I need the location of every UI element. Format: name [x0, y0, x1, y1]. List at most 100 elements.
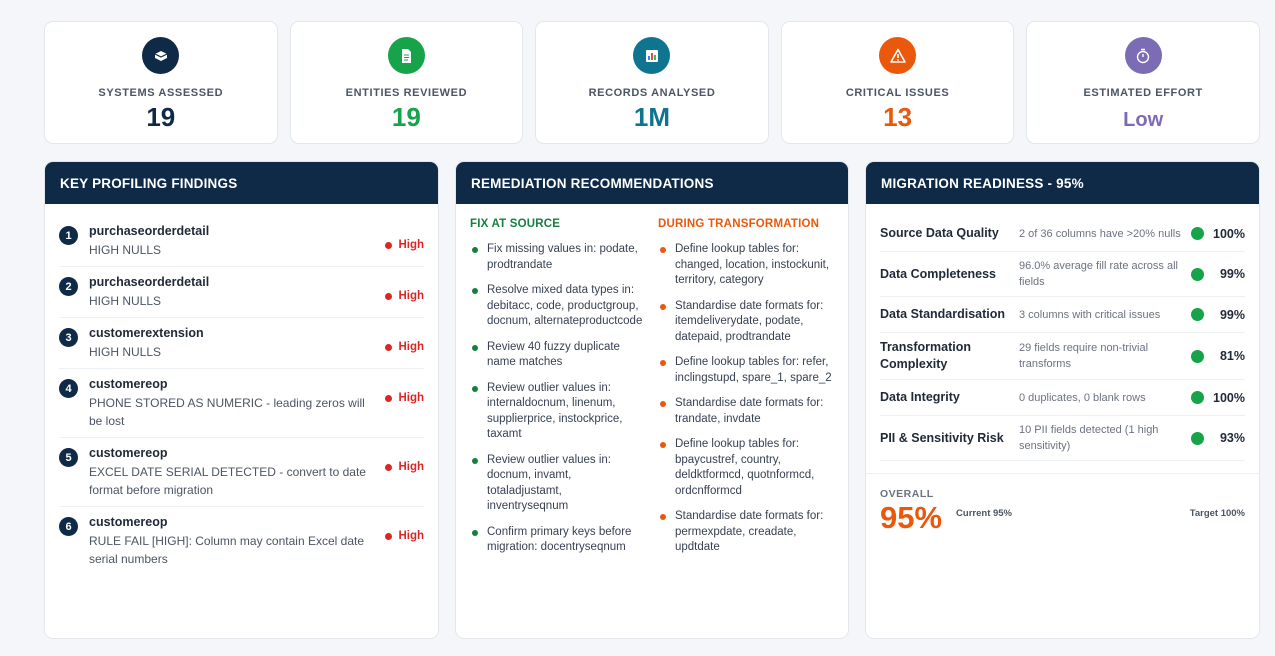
- finding-item: 2 purchaseorderdetail HIGH NULLS High: [59, 267, 424, 318]
- finding-number: 1: [59, 226, 78, 245]
- readiness-metric-percent: 100%: [1213, 226, 1245, 241]
- recommendation-item: Standardise date formats for: trandate, …: [658, 396, 834, 427]
- readiness-metric-name: Transformation Complexity: [880, 340, 971, 371]
- recommendation-item: Standardise date formats for: permexpdat…: [658, 509, 834, 556]
- finding-description: PHONE STORED AS NUMERIC - leading zeros …: [89, 396, 365, 428]
- readiness-metric-percent: 99%: [1219, 267, 1245, 281]
- readiness-panel-title: MIGRATION READINESS - 95%: [866, 162, 1259, 204]
- bullet-dot: [472, 344, 478, 351]
- readiness-metric-description: 29 fields require non-trivial transforms: [1019, 342, 1149, 370]
- fix-at-source-heading: FIX AT SOURCE: [470, 218, 561, 230]
- document-icon: [387, 37, 425, 74]
- severity-label: High: [398, 341, 424, 353]
- recommendation-text: Resolve mixed data types in: debitacc, c…: [487, 284, 643, 327]
- overall-section: OVERALL 95% Current 95% Target 100%: [866, 473, 1259, 536]
- finding-item: 3 customerextension HIGH NULLS High: [59, 318, 424, 369]
- kpi-label: CRITICAL ISSUES: [845, 87, 950, 99]
- key-profiling-findings-panel: KEY PROFILING FINDINGS 1 purchaseorderdet…: [44, 161, 439, 639]
- finding-description: HIGH NULLS: [89, 294, 162, 308]
- kpi-label: SYSTEMS ASSESSED: [98, 87, 224, 99]
- overall-value: 95%: [880, 500, 943, 535]
- finding-item: 4 customereop PHONE STORED AS NUMERIC - le…: [59, 369, 424, 438]
- recommendation-item: Standardise date formats for: itemdelive…: [658, 299, 834, 346]
- severity-badge: High: [385, 290, 424, 302]
- severity-dot: [385, 343, 393, 351]
- finding-item: 5 customereop EXCEL DATE SERIAL DETECTED -…: [59, 438, 424, 507]
- recommendation-item: Confirm primary keys before migration: d…: [470, 525, 646, 556]
- box-icon: [142, 37, 180, 74]
- finding-description: HIGH NULLS: [89, 345, 162, 359]
- during-transformation-column: DURING TRANSFORMATION Define lookup tabl…: [658, 218, 834, 566]
- kpi-value: 13: [883, 102, 913, 132]
- kpi-label: ENTITIES REVIEWED: [345, 87, 468, 99]
- severity-label: High: [398, 461, 424, 473]
- severity-dot: [385, 463, 393, 471]
- readiness-row: Data Integrity 0 duplicates, 0 blank rows…: [880, 380, 1245, 416]
- status-dot: [1191, 349, 1204, 363]
- severity-badge: High: [385, 530, 424, 542]
- severity-badge: High: [385, 461, 424, 473]
- readiness-metric-percent: 93%: [1219, 431, 1245, 445]
- bullet-dot: [660, 442, 666, 448]
- readiness-metric-name: PII & Sensitivity Risk: [880, 430, 1004, 445]
- recommendation-text: Standardise date formats for: itemdelive…: [675, 299, 824, 343]
- finding-title: customereop: [89, 515, 168, 529]
- severity-label: High: [398, 290, 424, 302]
- recommendation-item: Resolve mixed data types in: debitacc, c…: [470, 283, 646, 330]
- severity-label: High: [398, 239, 424, 251]
- recommendation-text: Standardise date formats for: trandate, …: [675, 397, 824, 425]
- status-dot: [1191, 227, 1204, 240]
- bullet-dot: [472, 247, 478, 253]
- bar-chart-icon: [633, 37, 671, 74]
- readiness-metric-percent: 81%: [1219, 349, 1245, 363]
- recommendation-text: Define lookup tables for: bpaycustref, c…: [675, 438, 815, 497]
- finding-item: 6 customereop RULE FAIL [HIGH]: Column may…: [59, 507, 424, 575]
- finding-body: customerextension HIGH NULLS: [89, 325, 377, 361]
- readiness-metric-description: 96.0% average fill rate across all field…: [1019, 260, 1178, 288]
- readiness-row: Data Standardisation 3 columns with criti…: [880, 297, 1245, 333]
- finding-number: 3: [59, 328, 78, 347]
- readiness-metric-description: 10 PII fields detected (1 high sensitivi…: [1019, 424, 1159, 452]
- finding-body: purchaseorderdetail HIGH NULLS: [89, 223, 377, 259]
- severity-dot: [385, 532, 393, 540]
- recommendation-text: Review outlier values in: docnum, invamt…: [487, 453, 612, 513]
- recommendation-item: Define lookup tables for: refer, incling…: [658, 355, 834, 386]
- status-dot: [1191, 308, 1204, 321]
- warning-icon: [879, 37, 917, 74]
- during-transformation-heading: DURING TRANSFORMATION: [658, 218, 820, 230]
- kpi-value: 19: [391, 102, 421, 132]
- readiness-row: Source Data Quality 2 of 36 columns have …: [880, 216, 1245, 252]
- readiness-metric-name: Data Standardisation: [880, 307, 1006, 321]
- bullet-dot: [472, 385, 478, 392]
- finding-number: 2: [59, 277, 78, 296]
- finding-title: customereop: [89, 377, 168, 391]
- kpi-card: CRITICAL ISSUES 13: [780, 21, 1015, 144]
- readiness-metric-percent: 99%: [1219, 307, 1245, 322]
- readiness-row: PII & Sensitivity Risk 10 PII fields dete…: [880, 416, 1245, 461]
- severity-badge: High: [385, 341, 424, 353]
- readiness-metric-name: Data Integrity: [880, 390, 960, 404]
- bullet-dot: [660, 247, 666, 253]
- severity-badge: High: [385, 392, 424, 404]
- status-dot: [1191, 431, 1204, 445]
- findings-list: 1 purchaseorderdetail HIGH NULLS High 2 purch…: [45, 204, 438, 575]
- finding-title: customereop: [89, 446, 168, 460]
- recommendation-text: Define lookup tables for: changed, locat…: [675, 243, 830, 286]
- overall-target: Target 100%: [1189, 508, 1245, 519]
- severity-dot: [385, 394, 393, 402]
- readiness-metric-name: Data Completeness: [880, 266, 997, 281]
- remediation-recommendations-panel: REMEDIATION RECOMMENDATIONS FIX AT SOURC…: [455, 161, 849, 639]
- readiness-metric-description: 0 duplicates, 0 blank rows: [1019, 391, 1146, 404]
- finding-number: 4: [59, 379, 78, 398]
- readiness-row: Transformation Complexity 29 fields requi…: [880, 333, 1245, 380]
- recommendation-text: Standardise date formats for: permexpdat…: [675, 510, 824, 553]
- severity-badge: High: [385, 239, 424, 251]
- recommendation-text: Fix missing values in: podate, prodtrand…: [487, 243, 638, 271]
- finding-description: HIGH NULLS: [89, 243, 162, 257]
- kpi-card: SYSTEMS ASSESSED 19: [44, 21, 278, 144]
- finding-body: customereop EXCEL DATE SERIAL DETECTED - …: [89, 445, 377, 499]
- severity-label: High: [398, 392, 424, 404]
- remediation-panel-title: REMEDIATION RECOMMENDATIONS: [456, 162, 848, 204]
- finding-body: customereop RULE FAIL [HIGH]: Column may …: [89, 514, 377, 568]
- finding-number: 5: [59, 448, 78, 467]
